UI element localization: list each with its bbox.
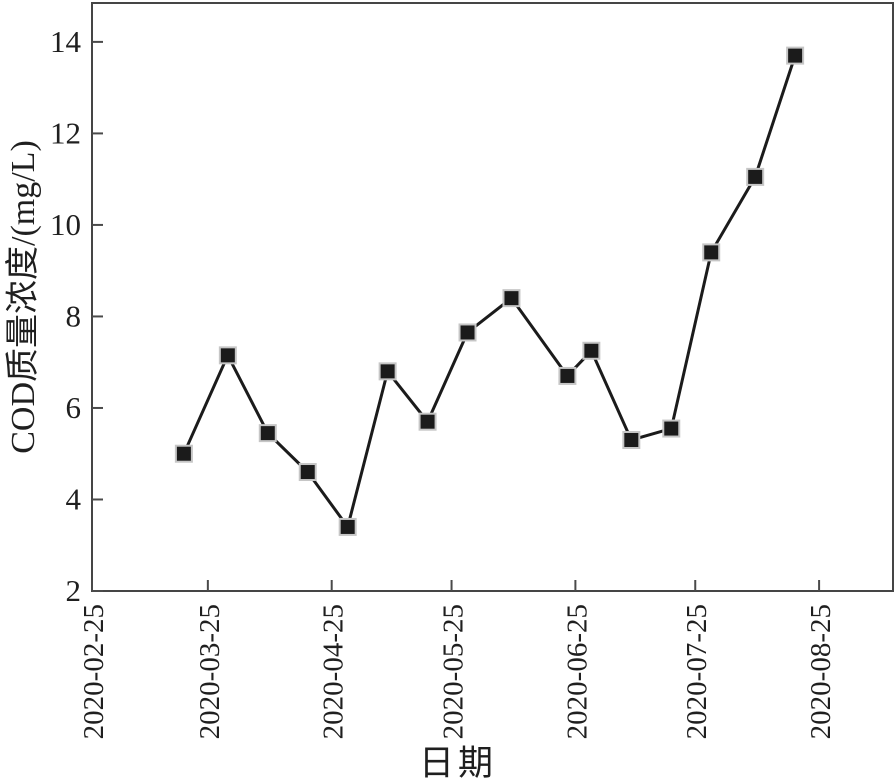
y-tick-label: 14 xyxy=(50,24,82,59)
data-point-marker xyxy=(378,362,397,381)
data-point-marker xyxy=(174,444,193,463)
data-point-marker xyxy=(558,366,577,385)
data-point-marker xyxy=(786,46,805,65)
data-point-marker xyxy=(258,424,277,443)
x-tick-label: 2020-04-25 xyxy=(318,604,350,739)
data-point-marker xyxy=(458,323,477,342)
x-tick-label: 2020-05-25 xyxy=(438,604,470,739)
x-tick-label: 2020-02-25 xyxy=(78,604,110,739)
y-tick-label: 12 xyxy=(50,115,81,150)
data-point-marker xyxy=(622,430,641,449)
y-tick-label: 6 xyxy=(66,390,82,425)
x-tick-label: 2020-07-25 xyxy=(681,604,713,739)
y-tick-label: 10 xyxy=(50,207,81,242)
y-tick-label: 8 xyxy=(66,298,82,333)
data-point-marker xyxy=(218,346,237,365)
x-tick-label: 2020-03-25 xyxy=(194,604,226,739)
plot-frame xyxy=(91,2,894,592)
data-point-marker xyxy=(582,341,601,360)
data-point-marker xyxy=(338,517,357,536)
data-point-marker xyxy=(298,463,317,482)
y-tick-label: 2 xyxy=(66,573,82,608)
x-tick-label: 2020-06-25 xyxy=(561,604,593,739)
y-tick-label: 4 xyxy=(66,481,82,516)
data-point-marker xyxy=(418,412,437,431)
series-line xyxy=(182,55,797,531)
data-point-marker xyxy=(662,419,681,438)
data-point-marker xyxy=(702,243,721,262)
x-tick-label: 2020-08-25 xyxy=(805,604,837,739)
y-axis-label: COD质量浓度/(mg/L) xyxy=(4,140,42,454)
x-axis-label: 日期 xyxy=(419,744,497,779)
data-point-marker xyxy=(502,289,521,308)
data-point-marker xyxy=(746,167,765,186)
